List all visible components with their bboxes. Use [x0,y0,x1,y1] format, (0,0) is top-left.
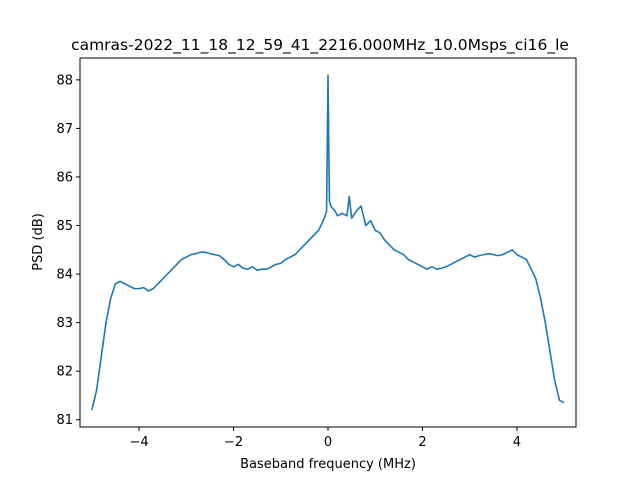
x-axis: −4 −2 0 2 4 [129,427,521,450]
y-tick-label: 83 [56,316,73,331]
x-tick-label: −4 [129,435,148,450]
x-tick-label: 0 [324,435,332,450]
x-axis-label: Baseband frequency (MHz) [240,457,416,472]
y-tick-label: 85 [56,219,73,234]
x-tick-label: 4 [513,435,521,450]
psd-series-line [91,74,565,411]
y-tick-label: 86 [56,170,73,185]
chart-title: camras-2022_11_18_12_59_41_2216.000MHz_1… [71,36,569,55]
y-tick-label: 84 [56,268,73,283]
x-tick-label: 2 [418,435,426,450]
x-tick-label: −2 [224,435,243,450]
y-axis-label: PSD (dB) [31,213,46,271]
y-tick-label: 88 [56,73,73,88]
y-tick-label: 81 [56,413,73,428]
y-axis: 81 82 83 84 85 86 87 88 [56,73,80,428]
y-tick-label: 82 [56,365,73,380]
y-tick-label: 87 [56,122,73,137]
